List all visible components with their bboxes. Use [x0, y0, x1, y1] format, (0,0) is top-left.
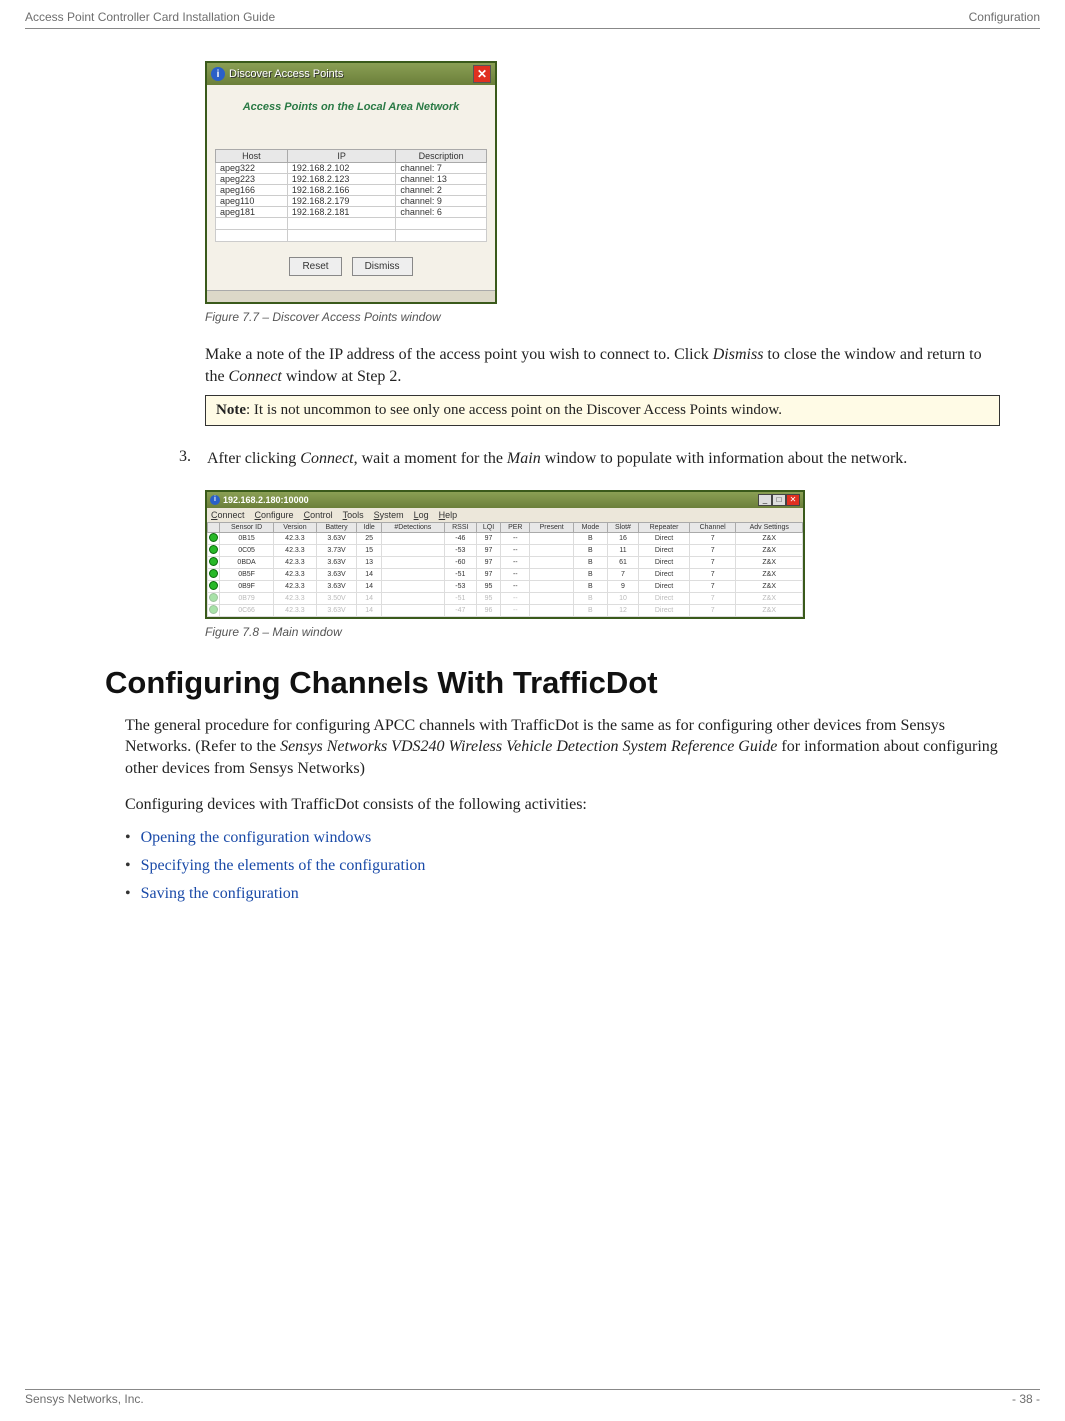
step-number: 3. — [173, 448, 191, 478]
menu-log[interactable]: Log — [414, 510, 429, 520]
close-icon[interactable]: ✕ — [786, 494, 800, 506]
table-row[interactable]: 0B9F42.3.33.63V14-5395--B9Direct7Z&X — [208, 580, 803, 592]
table-row[interactable]: 0C6642.3.33.63V14-4796--B12Direct7Z&X — [208, 604, 803, 616]
main-titlebar: i 192.168.2.180:10000 _ □ ✕ — [207, 492, 803, 508]
table-row[interactable]: apeg166192.168.2.166channel: 2 — [216, 185, 487, 196]
intro-paragraph: The general procedure for configuring AP… — [125, 715, 1000, 780]
table-row[interactable]: apeg181192.168.2.181channel: 6 — [216, 207, 487, 218]
menu-help[interactable]: Help — [439, 510, 458, 520]
discover-subheader: Access Points on the Local Area Network — [215, 101, 487, 113]
col-desc: Description — [396, 150, 487, 163]
figure-caption-7-8: Figure 7.8 – Main window — [205, 625, 1000, 639]
table-row[interactable]: 0C0542.3.33.73V15-5397--B11Direct7Z&X — [208, 544, 803, 556]
header-divider — [25, 28, 1040, 29]
discover-window: i Discover Access Points ✕ Access Points… — [205, 61, 497, 304]
table-row[interactable]: 0B1542.3.33.63V25-4697--B16Direct7Z&X — [208, 532, 803, 544]
status-icon — [209, 569, 218, 578]
link-saving-config[interactable]: Saving the configuration — [141, 885, 299, 903]
maximize-icon[interactable]: □ — [772, 494, 786, 506]
bullet-icon: • — [125, 829, 131, 847]
step-3: 3. After clicking Connect, wait a moment… — [173, 448, 1000, 478]
main-title: 192.168.2.180:10000 — [223, 495, 309, 505]
table-row[interactable]: 0BDA42.3.33.63V13-6097--B61Direct7Z&X — [208, 556, 803, 568]
bullet-icon: • — [125, 885, 131, 903]
status-icon — [209, 545, 218, 554]
page-footer: Sensys Networks, Inc. - 38 - — [25, 1389, 1040, 1406]
main-window: i 192.168.2.180:10000 _ □ ✕ Connect Confi… — [205, 490, 805, 619]
table-row[interactable]: 0B7942.3.33.50V14-5195--B10Direct7Z&X — [208, 592, 803, 604]
section-heading: Configuring Channels With TrafficDot — [105, 665, 1000, 701]
link-specifying-elements[interactable]: Specifying the elements of the configura… — [141, 857, 426, 875]
list-item: • Specifying the elements of the configu… — [125, 857, 1000, 875]
status-icon — [209, 581, 218, 590]
info-icon: i — [210, 495, 220, 505]
minimize-icon[interactable]: _ — [758, 494, 772, 506]
figure-caption-7-7: Figure 7.7 – Discover Access Points wind… — [205, 310, 1000, 324]
status-icon — [209, 593, 218, 602]
discover-titlebar: i Discover Access Points ✕ — [207, 63, 495, 85]
discover-statusbar — [207, 290, 495, 302]
close-icon[interactable]: ✕ — [473, 65, 491, 83]
list-item: • Opening the configuration windows — [125, 829, 1000, 847]
col-host: Host — [216, 150, 288, 163]
footer-left: Sensys Networks, Inc. — [25, 1392, 144, 1406]
status-icon — [209, 557, 218, 566]
menubar: Connect Configure Control Tools System Log Hel… — [207, 508, 803, 522]
activities-list: • Opening the configuration windows • Sp… — [125, 829, 1000, 903]
menu-control[interactable]: Control — [304, 510, 333, 520]
link-opening-config[interactable]: Opening the configuration windows — [141, 829, 372, 847]
discover-title: Discover Access Points — [229, 68, 343, 80]
bullet-icon: • — [125, 857, 131, 875]
header-right: Configuration — [969, 10, 1040, 24]
footer-divider — [25, 1389, 1040, 1390]
table-row[interactable]: apeg110192.168.2.179channel: 9 — [216, 196, 487, 207]
note-text: : It is not uncommon to see only one acc… — [246, 402, 782, 418]
status-icon — [209, 605, 218, 614]
status-icon — [209, 533, 218, 542]
note-label: Note — [216, 402, 246, 418]
sensor-table: Sensor IDVersionBatteryIdle#DetectionsRS… — [207, 522, 803, 617]
list-item: • Saving the configuration — [125, 885, 1000, 903]
menu-configure[interactable]: Configure — [255, 510, 294, 520]
table-row[interactable]: 0B5F42.3.33.63V14-5197--B7Direct7Z&X — [208, 568, 803, 580]
table-row[interactable]: apeg322192.168.2.102channel: 7 — [216, 163, 487, 174]
menu-tools[interactable]: Tools — [343, 510, 364, 520]
footer-right: - 38 - — [1012, 1392, 1040, 1406]
dismiss-button[interactable]: Dismiss — [352, 257, 413, 276]
info-icon: i — [211, 67, 225, 81]
menu-system[interactable]: System — [374, 510, 404, 520]
menu-connect[interactable]: Connect — [211, 510, 245, 520]
table-row[interactable]: apeg223192.168.2.123channel: 13 — [216, 174, 487, 185]
access-points-table: Host IP Description apeg322192.168.2.102… — [215, 149, 487, 242]
body-paragraph: Make a note of the IP address of the acc… — [205, 344, 1000, 387]
note-box: Note: It is not uncommon to see only one… — [205, 395, 1000, 426]
col-ip: IP — [287, 150, 396, 163]
header-left: Access Point Controller Card Installatio… — [25, 10, 275, 24]
activities-intro: Configuring devices with TrafficDot cons… — [125, 794, 1000, 816]
reset-button[interactable]: Reset — [289, 257, 341, 276]
page-header: Access Point Controller Card Installatio… — [25, 10, 1040, 28]
